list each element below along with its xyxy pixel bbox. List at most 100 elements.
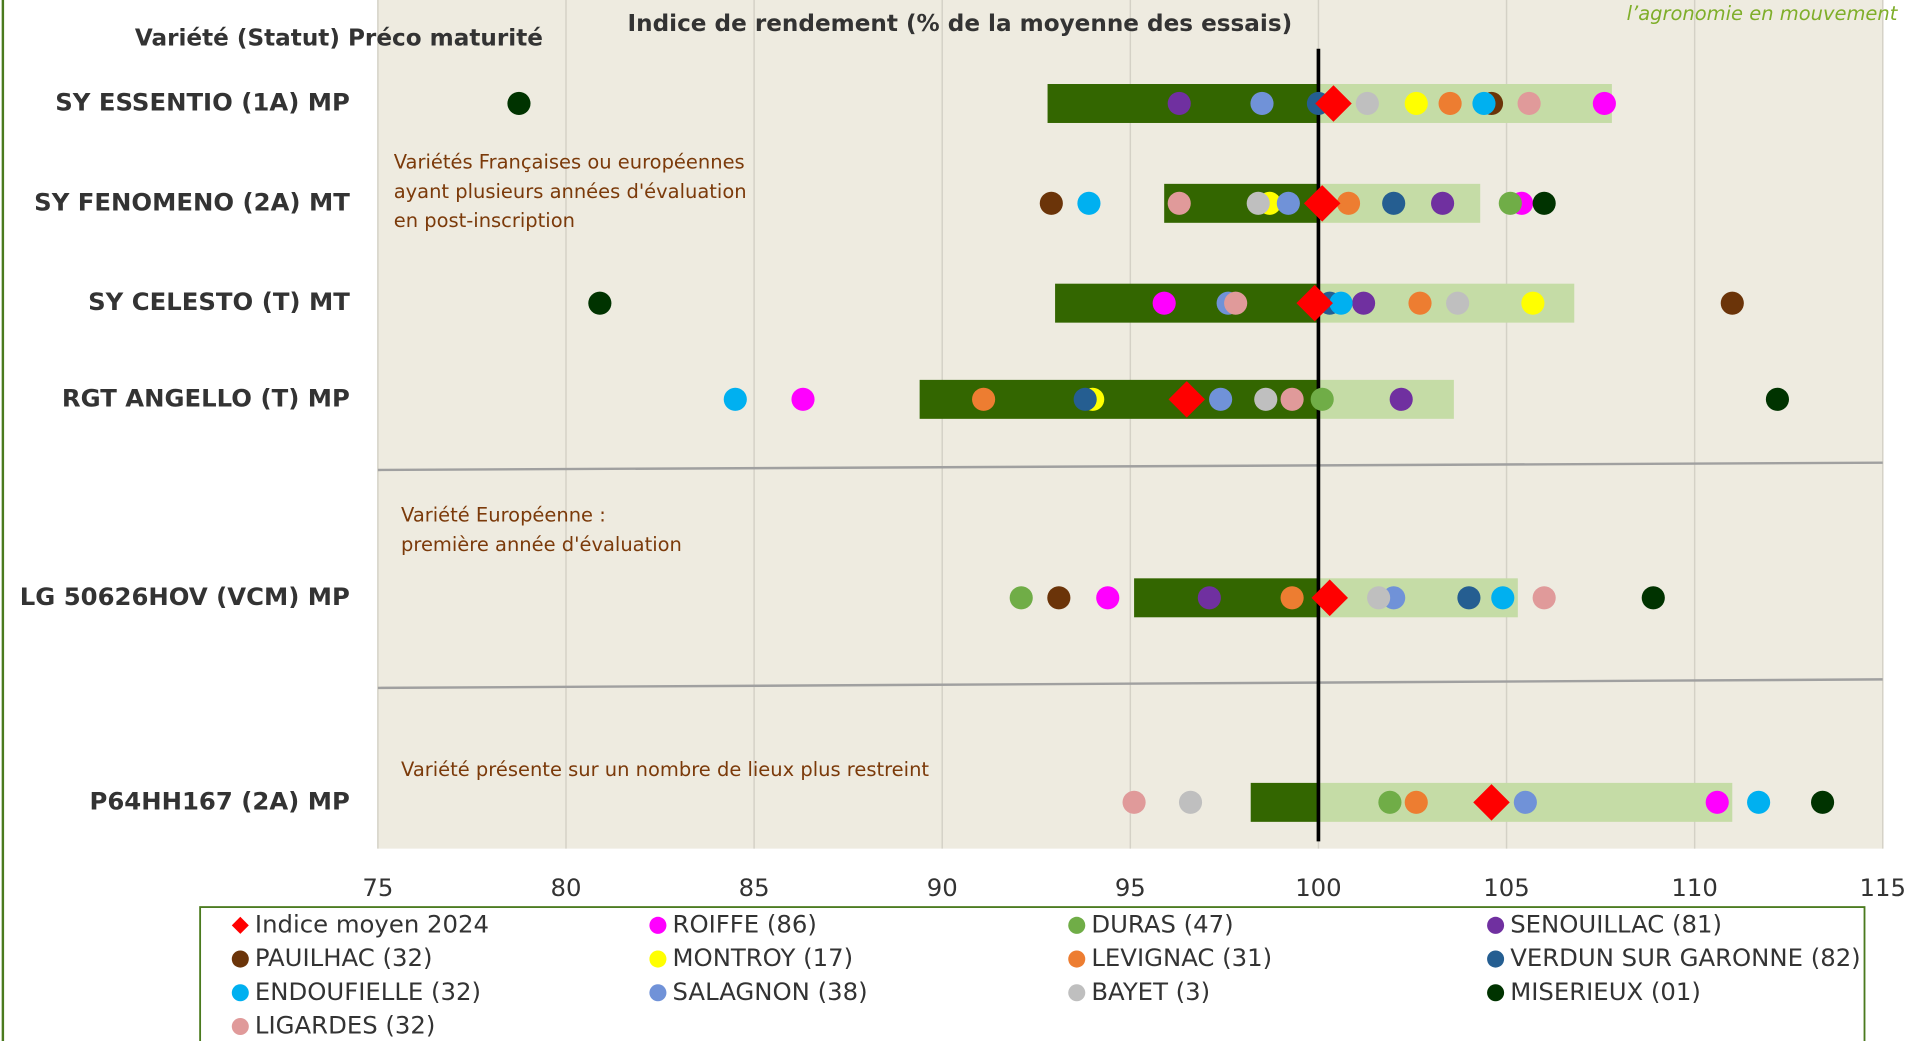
group-separator (377, 461, 1883, 472)
site-dot (1254, 387, 1278, 411)
site-dot (1178, 790, 1203, 814)
site-dot (588, 291, 612, 315)
x-tick-label: 75 (362, 873, 393, 902)
site-dot (1457, 586, 1481, 610)
site-dot (1152, 291, 1176, 315)
site-dot (972, 387, 996, 411)
site-dot (1521, 291, 1545, 315)
site-dot (1122, 790, 1146, 814)
mean-marker (1168, 381, 1206, 418)
x-tick-label: 105 (1483, 873, 1529, 902)
x-tick-label: 90 (927, 873, 958, 902)
site-dot (1329, 291, 1353, 315)
site-dot (1276, 191, 1300, 215)
site-dot (1389, 387, 1413, 411)
legend-label: SENOUILLAC (81) (1510, 909, 1722, 938)
legend-marker (231, 916, 249, 934)
site-dot (1532, 586, 1556, 610)
legend-label: DURAS (47) (1091, 909, 1233, 938)
category-label: SY FENOMENO (2A) MT (34, 187, 350, 216)
site-dot (1096, 586, 1120, 610)
legend-label: MISERIEUX (01) (1510, 977, 1701, 1006)
legend-marker (231, 950, 249, 968)
site-dot (1280, 586, 1304, 610)
site-dot (1167, 191, 1191, 215)
site-dot (1197, 586, 1221, 610)
site-dot (1404, 790, 1428, 814)
mean-marker (1473, 784, 1510, 821)
site-dot (1009, 586, 1033, 610)
x-tick-label: 100 (1295, 873, 1341, 902)
x-tick-label: 80 (551, 873, 582, 902)
mean-marker (1303, 185, 1341, 222)
category-label: LG 50626HOV (VCM) MP (20, 582, 350, 611)
site-dot (1336, 191, 1361, 215)
category-label: SY ESSENTIO (1A) MP (55, 87, 350, 116)
site-dot (1641, 586, 1665, 610)
x-tick-label: 85 (739, 873, 770, 902)
site-dot (1765, 387, 1789, 411)
legend-label: Indice moyen 2024 (255, 909, 489, 938)
site-dot (1747, 790, 1771, 814)
site-dot (1720, 291, 1744, 315)
mean-marker (1311, 579, 1348, 617)
legend-marker (649, 916, 667, 934)
legend-marker (1068, 916, 1086, 934)
site-dot (723, 387, 747, 411)
site-dot (1250, 91, 1274, 116)
site-dot (1039, 191, 1063, 215)
site-dot (1446, 291, 1470, 315)
range-bar-low (1055, 283, 1319, 323)
annotation: ayant plusieurs années d'évaluation (394, 180, 747, 203)
site-dot (507, 91, 531, 116)
site-dot (1532, 191, 1556, 215)
x-tick-label: 115 (1860, 873, 1906, 902)
site-dot (1498, 191, 1522, 215)
site-dot (1047, 586, 1071, 610)
annotation: Variété présente sur un nombre de lieux … (401, 758, 929, 781)
site-dot (1209, 387, 1233, 411)
legend-label: MONTROY (17) (673, 943, 854, 972)
annotation: en post-inscription (394, 209, 575, 232)
site-dot (1811, 790, 1835, 814)
legend-marker (1068, 984, 1086, 1002)
site-dot (1378, 790, 1402, 814)
site-dot (1472, 91, 1496, 116)
legend-label: VERDUN SUR GARONNE (82) (1510, 943, 1861, 972)
site-dot (1592, 91, 1616, 116)
range-bar-high (1318, 379, 1454, 419)
annotation: Variétés Françaises ou européennes (394, 151, 745, 174)
legend-marker (1487, 984, 1505, 1002)
site-dot (1491, 586, 1515, 610)
legend-marker (1487, 916, 1505, 934)
group-separator (377, 678, 1883, 690)
site-dot (1352, 291, 1376, 315)
category-label: RGT ANGELLO (T) MP (62, 383, 350, 412)
legend-label: LIGARDES (32) (255, 1011, 435, 1040)
logo-text: l’agronomie en mouvement (1627, 2, 1899, 25)
legend-marker (1487, 950, 1505, 968)
site-dot (1355, 91, 1379, 116)
site-dot (1431, 191, 1455, 215)
legend-marker (1068, 950, 1086, 968)
site-dot (1077, 191, 1101, 215)
site-dot (1246, 191, 1270, 215)
legend: Indice moyen 2024 ROIFFE (86) DURAS (47) SE… (231, 909, 1861, 1040)
site-dot (1167, 91, 1191, 116)
legend-label: ROIFFE (86) (673, 909, 817, 938)
range-bar-high (1318, 578, 1518, 618)
site-dot (1517, 91, 1541, 116)
legend-label: SALAGNON (38) (673, 977, 868, 1006)
site-dot (1073, 387, 1097, 411)
site-dot (791, 387, 815, 411)
site-dot (1408, 291, 1432, 315)
legend-label: ENDOUFIELLE (32) (255, 977, 481, 1006)
site-dot (1367, 586, 1391, 610)
category-label: P64HH167 (2A) MP (90, 786, 350, 815)
mean-marker (1296, 284, 1333, 322)
site-dot (1224, 291, 1248, 315)
legend-label: LEVIGNAC (31) (1091, 943, 1272, 972)
x-tick-label: 95 (1115, 873, 1146, 902)
site-dot (1513, 790, 1537, 814)
